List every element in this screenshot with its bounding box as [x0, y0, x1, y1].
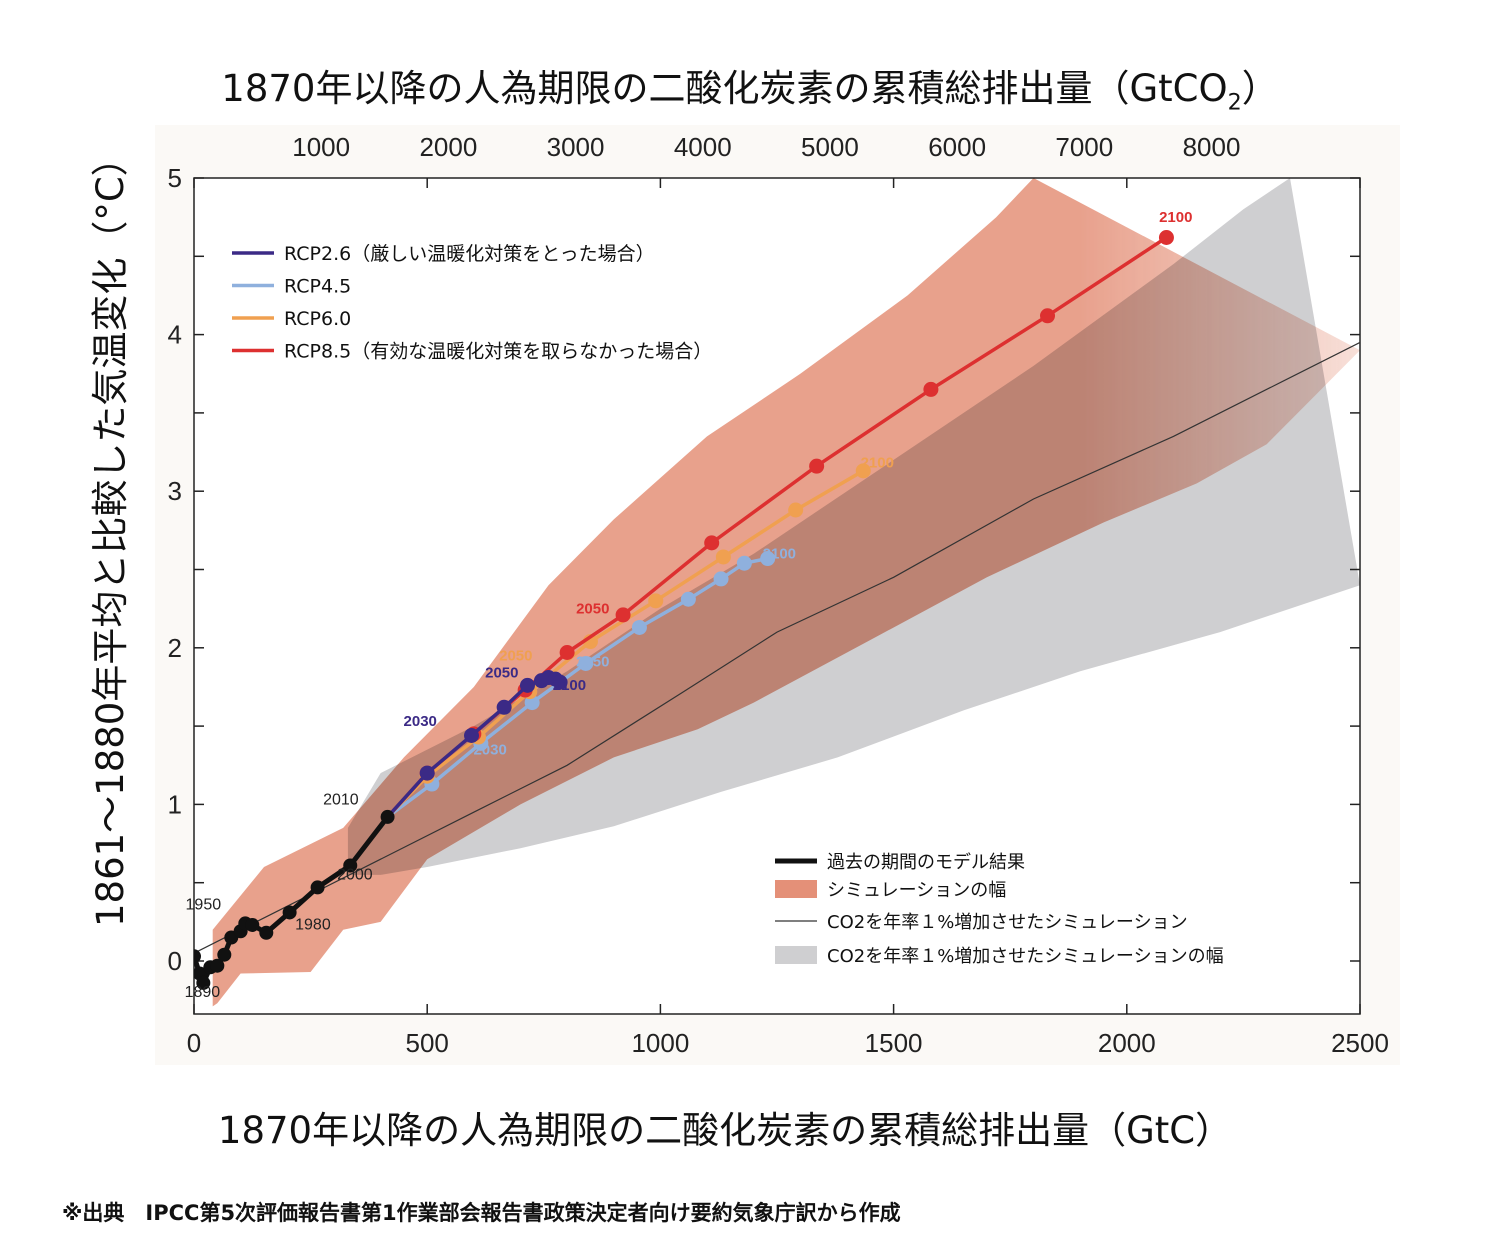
rcp45-year-label: 2050: [576, 654, 609, 671]
rcp26-legend-label: RCP2.6（厳しい温暖化対策をとった場合）: [284, 243, 655, 265]
rcp26-year-label: 2030: [404, 713, 437, 730]
y-tick-label: 2: [168, 633, 182, 663]
historical-point: [259, 925, 274, 940]
rcp85-point: [559, 644, 575, 660]
top-tick-label: 6000: [928, 132, 986, 162]
historical-year-label: 2000: [337, 867, 373, 884]
x-tick-label: 500: [406, 1028, 449, 1058]
rcp26-point: [496, 699, 512, 715]
rcp60-point: [648, 593, 664, 609]
rcp26-point: [552, 674, 568, 690]
legend2-label: 過去の期間のモデル結果: [827, 852, 1025, 873]
rcp60-legend-label: RCP6.0: [284, 308, 351, 330]
rcp45-legend-label: RCP4.5: [284, 276, 351, 298]
historical-point: [194, 949, 201, 964]
historical-point: [343, 858, 358, 873]
legend2-label: シミュレーションの幅: [827, 880, 1006, 901]
rcp45-line: [386, 556, 769, 819]
rcp85-point: [1040, 308, 1056, 324]
y-tick-label: 0: [168, 946, 182, 976]
historical-point: [196, 975, 211, 990]
co2-1pct-line: [194, 341, 1360, 954]
rcp45-point: [680, 591, 696, 607]
rcp26-year-label: 2050: [485, 665, 518, 682]
y-axis-title: 1861～1880年平均と比較した気温変化（°C）: [89, 139, 132, 927]
co2-range-legend-swatch: [775, 946, 817, 964]
x-tick-label: 1000: [631, 1028, 689, 1058]
rcp26-point: [419, 765, 435, 781]
historical-year-label: 1890: [185, 984, 221, 1001]
y-tick-label: 5: [168, 163, 182, 193]
legend2-label: CO2を年率１%増加させたシミュレーションの幅: [827, 946, 1224, 967]
rcp26-point: [519, 677, 535, 693]
rcp85-point: [704, 535, 720, 551]
historical-point: [245, 917, 260, 932]
rcp45-point: [760, 551, 776, 567]
top-tick-label: 5000: [801, 132, 859, 162]
x-axis-title: 1870年以降の人為期限の二酸化炭素の累積総排出量（GtC）: [217, 1109, 1233, 1152]
historical-point: [282, 905, 297, 920]
rcp85-point: [615, 607, 631, 623]
simulation-range-legend-swatch: [775, 880, 817, 898]
rcp45-point: [578, 655, 594, 671]
rcp60-year-label: 2050: [499, 647, 532, 664]
rcp60-point: [788, 502, 804, 518]
plot-frame: [193, 177, 1361, 1015]
source-note: ※出典 IPCC第5次評価報告書第1作業部会報告書政策決定者向け要約気象庁訳から…: [62, 1201, 901, 1225]
rcp85-year-label: 2050: [576, 600, 609, 617]
x-tick-label: 1500: [865, 1028, 923, 1058]
rcp60-point: [855, 463, 871, 479]
top-tick-label: 7000: [1055, 132, 1113, 162]
rcp45-point: [631, 619, 647, 635]
rcp26-year-label: 2100: [553, 677, 586, 694]
x-tick-label: 0: [187, 1028, 201, 1058]
rcp85-legend-label: RCP8.5（有効な温暖化対策を取らなかった場合）: [284, 341, 712, 363]
y-tick-label: 1: [168, 789, 182, 819]
historical-point: [210, 958, 225, 973]
top-axis-title: 1870年以降の人為期限の二酸化炭素の累積総排出量（GtCO2）: [221, 67, 1279, 116]
rcp85-point: [809, 458, 825, 474]
historical-point: [310, 880, 325, 895]
historical-year-label: 2010: [323, 791, 359, 808]
x-tick-label: 2000: [1098, 1028, 1156, 1058]
top-tick-label: 1000: [292, 132, 350, 162]
top-tick-label: 2000: [419, 132, 477, 162]
y-tick-label: 4: [168, 320, 182, 350]
legend2-label: CO2を年率１%増加させたシミュレーション: [827, 912, 1188, 933]
rcp85-point: [923, 381, 939, 397]
rcp60-year-label: 2100: [861, 455, 894, 472]
rcp85-year-label: 2100: [1159, 209, 1192, 226]
historical-point: [380, 809, 395, 824]
top-tick-label: 3000: [547, 132, 605, 162]
y-tick-label: 3: [168, 476, 182, 506]
top-tick-label: 8000: [1183, 132, 1241, 162]
rcp60-point: [715, 549, 731, 565]
x-tick-label: 2500: [1331, 1028, 1389, 1058]
rcp45-point: [736, 555, 752, 571]
historical-year-label: 1950: [186, 896, 222, 913]
rcp45-year-label: 2030: [473, 741, 506, 758]
rcp85-point: [1158, 230, 1174, 246]
historical-point: [217, 947, 232, 962]
top-tick-label: 4000: [674, 132, 732, 162]
rcp45-point: [713, 571, 729, 587]
rcp45-year-label: 2100: [763, 546, 796, 563]
rcp26-point: [464, 727, 480, 743]
historical-year-label: 1980: [295, 917, 331, 934]
legend2-background: [828, 785, 1328, 985]
